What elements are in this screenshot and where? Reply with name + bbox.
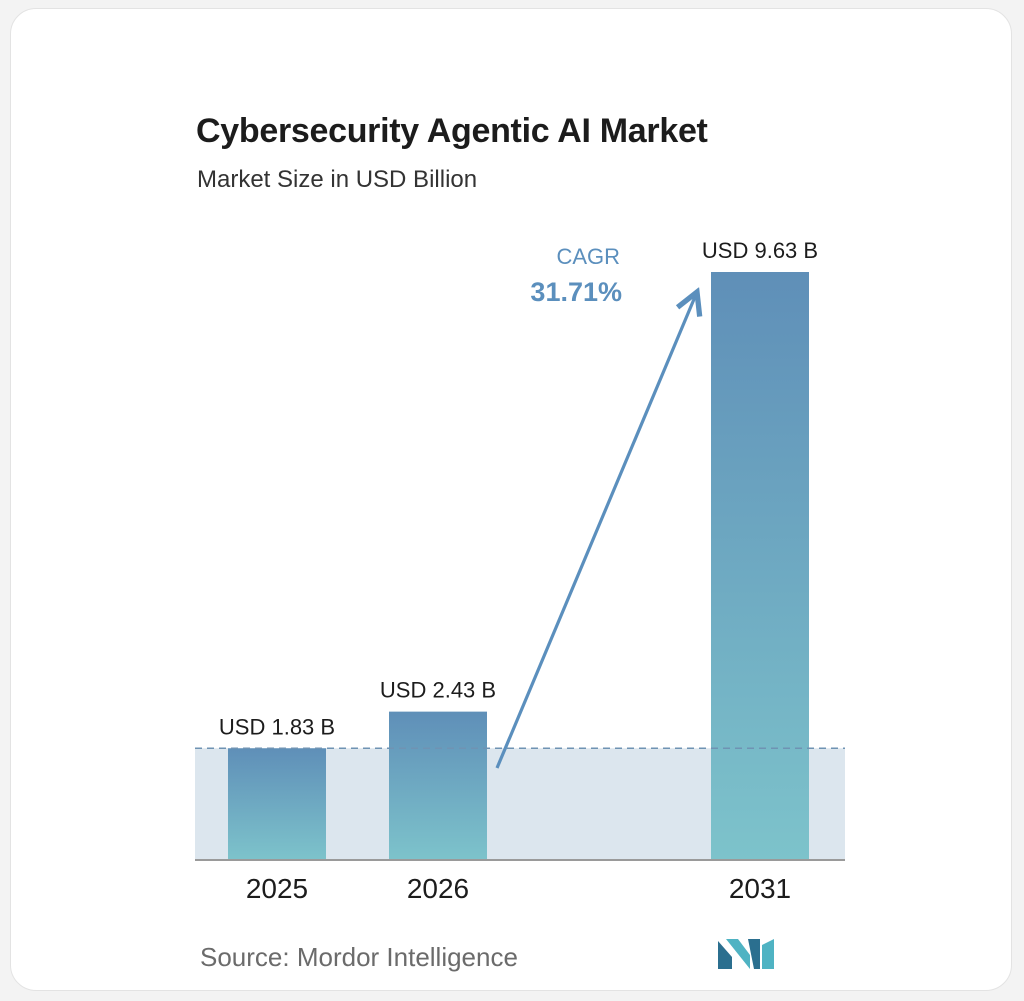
cagr-label: CAGR bbox=[556, 244, 620, 269]
chart-subtitle: Market Size in USD Billion bbox=[197, 166, 478, 193]
source-text: Source: Mordor Intelligence bbox=[200, 942, 518, 972]
bar-2025 bbox=[228, 748, 326, 860]
category-label-2025: 2025 bbox=[246, 873, 308, 904]
cagr-value: 31.71% bbox=[530, 277, 622, 307]
mordor-intelligence-logo-icon bbox=[718, 939, 774, 969]
category-label-2026: 2026 bbox=[407, 873, 469, 904]
value-label-2026: USD 2.43 B bbox=[380, 678, 496, 703]
bar-2026 bbox=[389, 711, 487, 860]
cagr-arrow bbox=[495, 292, 697, 769]
value-label-2025: USD 1.83 B bbox=[219, 714, 335, 739]
value-label-2031: USD 9.63 B bbox=[702, 238, 818, 263]
category-label-2031: 2031 bbox=[729, 873, 791, 904]
bar-2031 bbox=[711, 272, 809, 860]
chart-title: Cybersecurity Agentic AI Market bbox=[196, 112, 708, 150]
